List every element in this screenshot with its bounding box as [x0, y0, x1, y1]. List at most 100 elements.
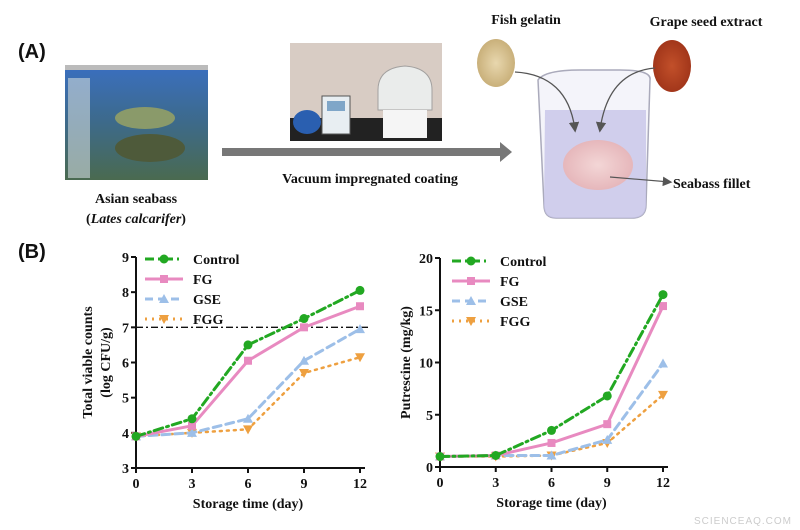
series-line [134, 355, 362, 438]
data-point [602, 434, 613, 444]
y-tick-label: 9 [122, 251, 129, 266]
y-tick-label: 10 [419, 357, 433, 372]
data-point [356, 302, 364, 311]
fish-species: (Lates calcarifer) [86, 212, 186, 227]
seabass-fillet-label: Seabass fillet [673, 177, 751, 192]
data-point [243, 340, 253, 350]
legend-label: Control [193, 253, 240, 268]
legend-marker [159, 315, 169, 324]
putrescine-chart: 0 3 6 9 12 0 5 10 15 20 Storage time (day) Putresci… [399, 252, 670, 511]
y-tick-label: 20 [419, 252, 433, 267]
legend-item-control: Control [452, 255, 547, 270]
y-tick-label: 15 [419, 304, 433, 319]
x-tick-label: 0 [437, 476, 444, 491]
data-point [187, 427, 197, 437]
data-point [546, 450, 557, 460]
data-point [188, 421, 196, 430]
legend-item-fgg: FGG [452, 315, 530, 330]
x-tick-label: 6 [245, 477, 252, 492]
beaker [537, 69, 651, 219]
data-point [244, 356, 252, 365]
legend-label: FGG [500, 315, 530, 330]
x-tick-label: 9 [604, 476, 611, 491]
data-point [300, 323, 308, 332]
y-tick-label: 3 [122, 462, 129, 477]
data-point [299, 355, 309, 365]
data-point [547, 425, 556, 435]
y-axis-label-unit: (log CFU/g) [99, 327, 114, 398]
x-axis-label: Storage time (day) [193, 497, 304, 512]
panel-a-label: (A) [18, 41, 46, 63]
data-point [187, 414, 197, 424]
data-point [658, 290, 668, 300]
legend-item-fg: FG [452, 275, 520, 290]
legend-item-fg: FG [145, 273, 213, 288]
legend-marker [466, 256, 476, 266]
process-arrow [222, 142, 512, 162]
fish-caption: Asian seabass [95, 192, 178, 207]
grape-seed-extract-label: Grape seed extract [650, 15, 763, 30]
data-point [131, 431, 141, 441]
x-tick-label: 3 [189, 477, 196, 492]
legend-marker [159, 294, 169, 303]
legend-marker [466, 317, 476, 326]
fillet-pointer [609, 176, 673, 187]
vacuum-apparatus-photo [290, 43, 442, 141]
y-tick-label: 5 [122, 392, 129, 407]
grape-seed-extract-powder [653, 40, 691, 92]
data-point [299, 369, 309, 379]
data-point [658, 390, 668, 400]
legend-label: FG [500, 275, 520, 290]
legend-item-fgg: FGG [145, 313, 223, 328]
data-point [355, 285, 365, 295]
legend-marker [159, 254, 169, 264]
data-point [355, 324, 365, 334]
data-point [491, 451, 501, 461]
y-tick-label: 4 [122, 427, 129, 442]
legend-marker [467, 277, 475, 285]
series-control [131, 285, 365, 441]
x-tick-label: 9 [301, 477, 308, 492]
data-point [603, 420, 612, 429]
y-axis-label: Putrescine (mg/kg) [399, 306, 414, 419]
data-point [299, 314, 309, 324]
legend-item-gse: GSE [145, 293, 221, 308]
watermark: SCIENCEAQ.COM [694, 516, 792, 527]
legend-item-control: Control [145, 253, 240, 268]
y-axis-label: Total viable counts [81, 306, 96, 419]
y-tick-label: 5 [426, 409, 433, 424]
x-tick-label: 0 [133, 477, 140, 492]
y-tick-label: 0 [426, 461, 433, 476]
legend-label: Control [500, 255, 547, 270]
series-line [134, 327, 362, 438]
legend-marker [466, 296, 476, 305]
x-axis-label: Storage time (day) [496, 496, 607, 511]
data-point [243, 413, 253, 423]
seabass-tank-photo [65, 65, 208, 180]
legend-marker [160, 275, 168, 283]
x-tick-label: 12 [353, 477, 367, 492]
series-control [435, 290, 668, 462]
y-tick-label: 7 [122, 321, 129, 336]
panel-b-label: (B) [18, 241, 46, 263]
series-fg [436, 302, 667, 461]
x-tick-label: 6 [548, 476, 555, 491]
data-point [435, 452, 445, 462]
gelatin-arrow [514, 71, 580, 133]
x-tick-label: 12 [656, 476, 670, 491]
series-line [438, 393, 665, 458]
fish-gelatin-powder [477, 39, 515, 87]
x-tick-label: 3 [492, 476, 499, 491]
y-tick-label: 8 [122, 286, 129, 301]
legend-label: GSE [193, 293, 221, 308]
process-label: Vacuum impregnated coating [282, 172, 458, 187]
legend-label: FG [193, 273, 213, 288]
fish-gelatin-label: Fish gelatin [491, 13, 561, 28]
data-point [602, 391, 612, 401]
extract-arrow [595, 67, 656, 133]
data-point [355, 353, 365, 363]
data-point [547, 438, 556, 447]
legend-item-gse: GSE [452, 295, 528, 310]
